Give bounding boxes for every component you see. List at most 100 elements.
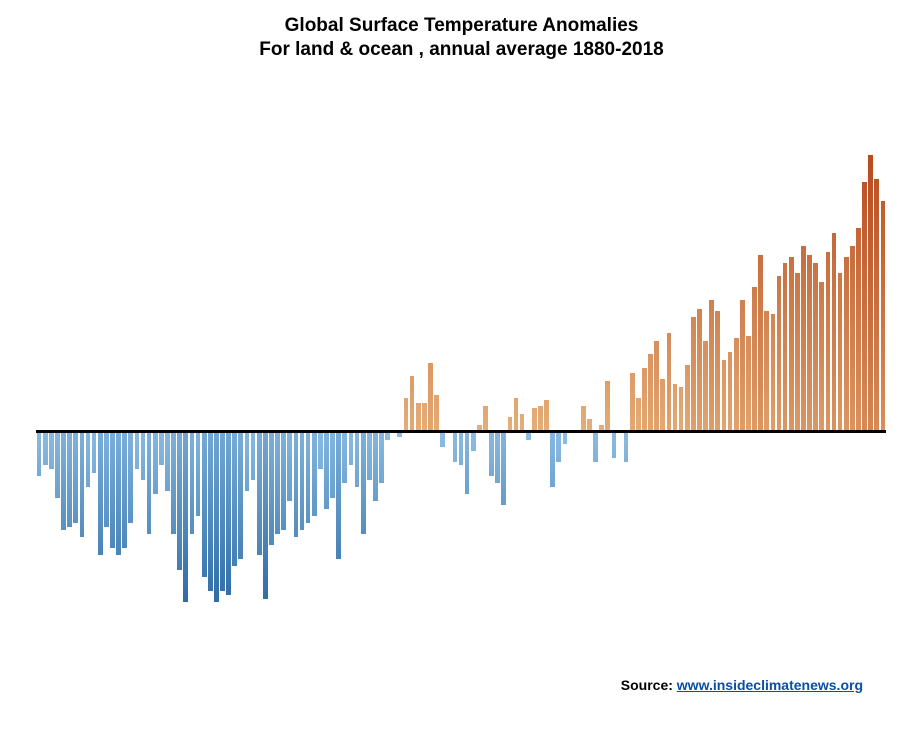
bar-1906 (196, 433, 201, 516)
bar-1946 (440, 433, 445, 447)
bar-1916 (257, 433, 262, 555)
bar-1970 (587, 419, 592, 430)
bar-1887 (80, 433, 85, 537)
bar-1993 (728, 352, 733, 430)
bar-1986 (685, 365, 690, 430)
bar-1987 (691, 317, 696, 430)
bar-1989 (703, 341, 708, 430)
bar-1924 (306, 433, 311, 523)
bar-1892 (110, 433, 115, 548)
bar-1898 (147, 433, 152, 534)
bar-1999 (764, 311, 769, 430)
bar-1923 (300, 433, 305, 530)
bar-1905 (190, 433, 195, 534)
bar-1917 (263, 433, 268, 599)
bar-1882 (49, 433, 54, 469)
bar-2004 (795, 273, 800, 430)
bar-1889 (92, 433, 97, 473)
bar-1984 (673, 384, 678, 430)
bar-1931 (349, 433, 354, 465)
bar-1904 (183, 433, 188, 602)
bar-1965 (556, 433, 561, 462)
bar-1920 (281, 433, 286, 530)
bar-1928 (330, 433, 335, 498)
bar-1996 (746, 336, 751, 431)
source-label: Source: (621, 677, 677, 693)
bar-1991 (715, 311, 720, 430)
bar-2000 (771, 314, 776, 430)
bar-1910 (220, 433, 225, 591)
bar-1884 (61, 433, 66, 530)
bar-2017 (874, 179, 879, 430)
bar-2010 (832, 233, 837, 430)
bar-1962 (538, 406, 543, 430)
bar-1880 (37, 433, 42, 476)
bar-1895 (128, 433, 133, 523)
bar-2009 (826, 252, 831, 430)
bar-2012 (844, 257, 849, 430)
bar-1912 (232, 433, 237, 566)
bar-2001 (777, 276, 782, 430)
bar-1929 (336, 433, 341, 559)
bar-1939 (397, 433, 402, 437)
bar-2016 (868, 155, 873, 430)
bar-1927 (324, 433, 329, 509)
bar-1902 (171, 433, 176, 534)
bar-1978 (636, 398, 641, 430)
bar-2005 (801, 246, 806, 430)
bar-1891 (104, 433, 109, 527)
bar-1974 (612, 433, 617, 458)
bar-1915 (251, 433, 256, 480)
bar-1958 (514, 398, 519, 430)
bar-2014 (856, 228, 861, 431)
source-attribution: Source: www.insideclimatenews.org (621, 677, 863, 693)
bar-1956 (501, 433, 506, 505)
bar-1998 (758, 255, 763, 431)
bar-1955 (495, 433, 500, 483)
bar-1907 (202, 433, 207, 577)
bar-1926 (318, 433, 323, 469)
bar-1897 (141, 433, 146, 480)
bar-1995 (740, 300, 745, 430)
bar-1885 (67, 433, 72, 527)
chart-title-block: Global Surface Temperature Anomalies For… (0, 14, 923, 62)
bar-1943 (422, 403, 427, 430)
bar-1925 (312, 433, 317, 516)
bar-1969 (581, 406, 586, 430)
bar-1973 (605, 381, 610, 430)
bar-1886 (73, 433, 78, 523)
bar-1913 (238, 433, 243, 559)
bar-1909 (214, 433, 219, 602)
bar-1953 (483, 406, 488, 430)
bar-1976 (624, 433, 629, 462)
bar-1908 (208, 433, 213, 591)
bar-1940 (404, 398, 409, 430)
bar-1944 (428, 363, 433, 431)
bar-1914 (245, 433, 250, 491)
chart-title-line2: For land & ocean , annual average 1880-2… (0, 38, 923, 62)
bar-1983 (667, 333, 672, 430)
bar-1941 (410, 376, 415, 430)
bar-1979 (642, 368, 647, 430)
bar-1961 (532, 408, 537, 430)
bar-2011 (838, 273, 843, 430)
bar-1900 (159, 433, 164, 465)
bar-2013 (850, 246, 855, 430)
bar-1903 (177, 433, 182, 570)
bar-1942 (416, 403, 421, 430)
bar-2015 (862, 182, 867, 430)
bar-2008 (819, 282, 824, 431)
bar-2006 (807, 255, 812, 431)
bar-1992 (722, 360, 727, 430)
source-link[interactable]: www.insideclimatenews.org (677, 677, 863, 693)
bar-2003 (789, 257, 794, 430)
bar-1982 (660, 379, 665, 430)
bar-1918 (269, 433, 274, 545)
bar-1951 (471, 433, 476, 451)
bar-1881 (43, 433, 48, 465)
bar-1997 (752, 287, 757, 430)
bar-1957 (508, 417, 513, 431)
bar-1901 (165, 433, 170, 491)
bar-1977 (630, 373, 635, 430)
bar-1954 (489, 433, 494, 476)
